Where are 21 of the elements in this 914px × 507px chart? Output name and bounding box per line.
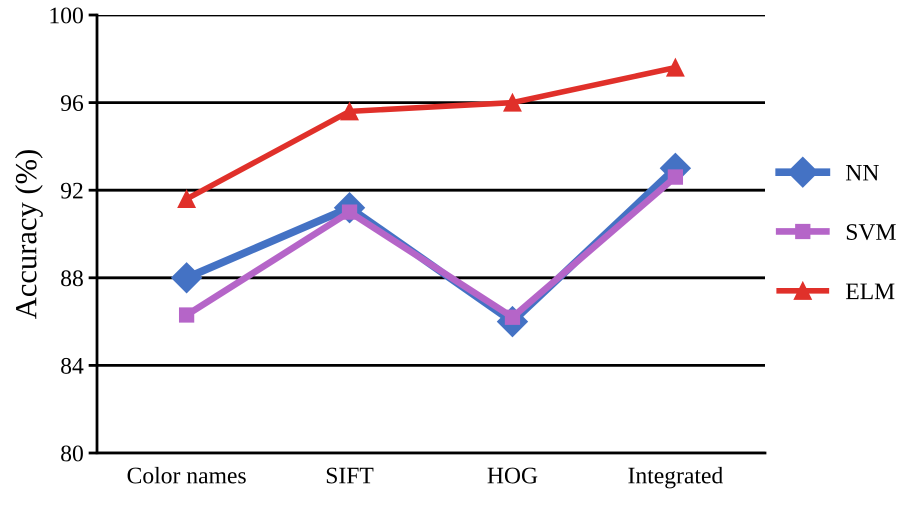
point — [666, 58, 684, 77]
x-tick-label: SIFT — [326, 468, 374, 484]
point — [171, 262, 202, 294]
point — [178, 190, 196, 208]
x-tick-label: Integrated — [628, 466, 723, 488]
y-tick-label: 92 — [60, 182, 83, 199]
x-tick-label: HOG — [488, 468, 538, 484]
point — [340, 102, 359, 120]
y-tick-label: 88 — [61, 270, 83, 286]
point — [178, 307, 194, 323]
y-tick-label: 96 — [60, 95, 84, 112]
legend-label: SVM — [846, 224, 896, 240]
y-tick-label: 84 — [61, 358, 84, 374]
legend-label: NN — [846, 164, 879, 180]
x-tick-label: Color names — [128, 466, 246, 484]
point — [668, 169, 684, 185]
point — [503, 94, 522, 112]
y-tick-label: 80 — [61, 445, 83, 462]
y-tick-label: 100 — [50, 7, 83, 24]
y-axis-title: Accuracy (%) — [15, 150, 43, 319]
legend-label: ELM — [846, 284, 894, 300]
